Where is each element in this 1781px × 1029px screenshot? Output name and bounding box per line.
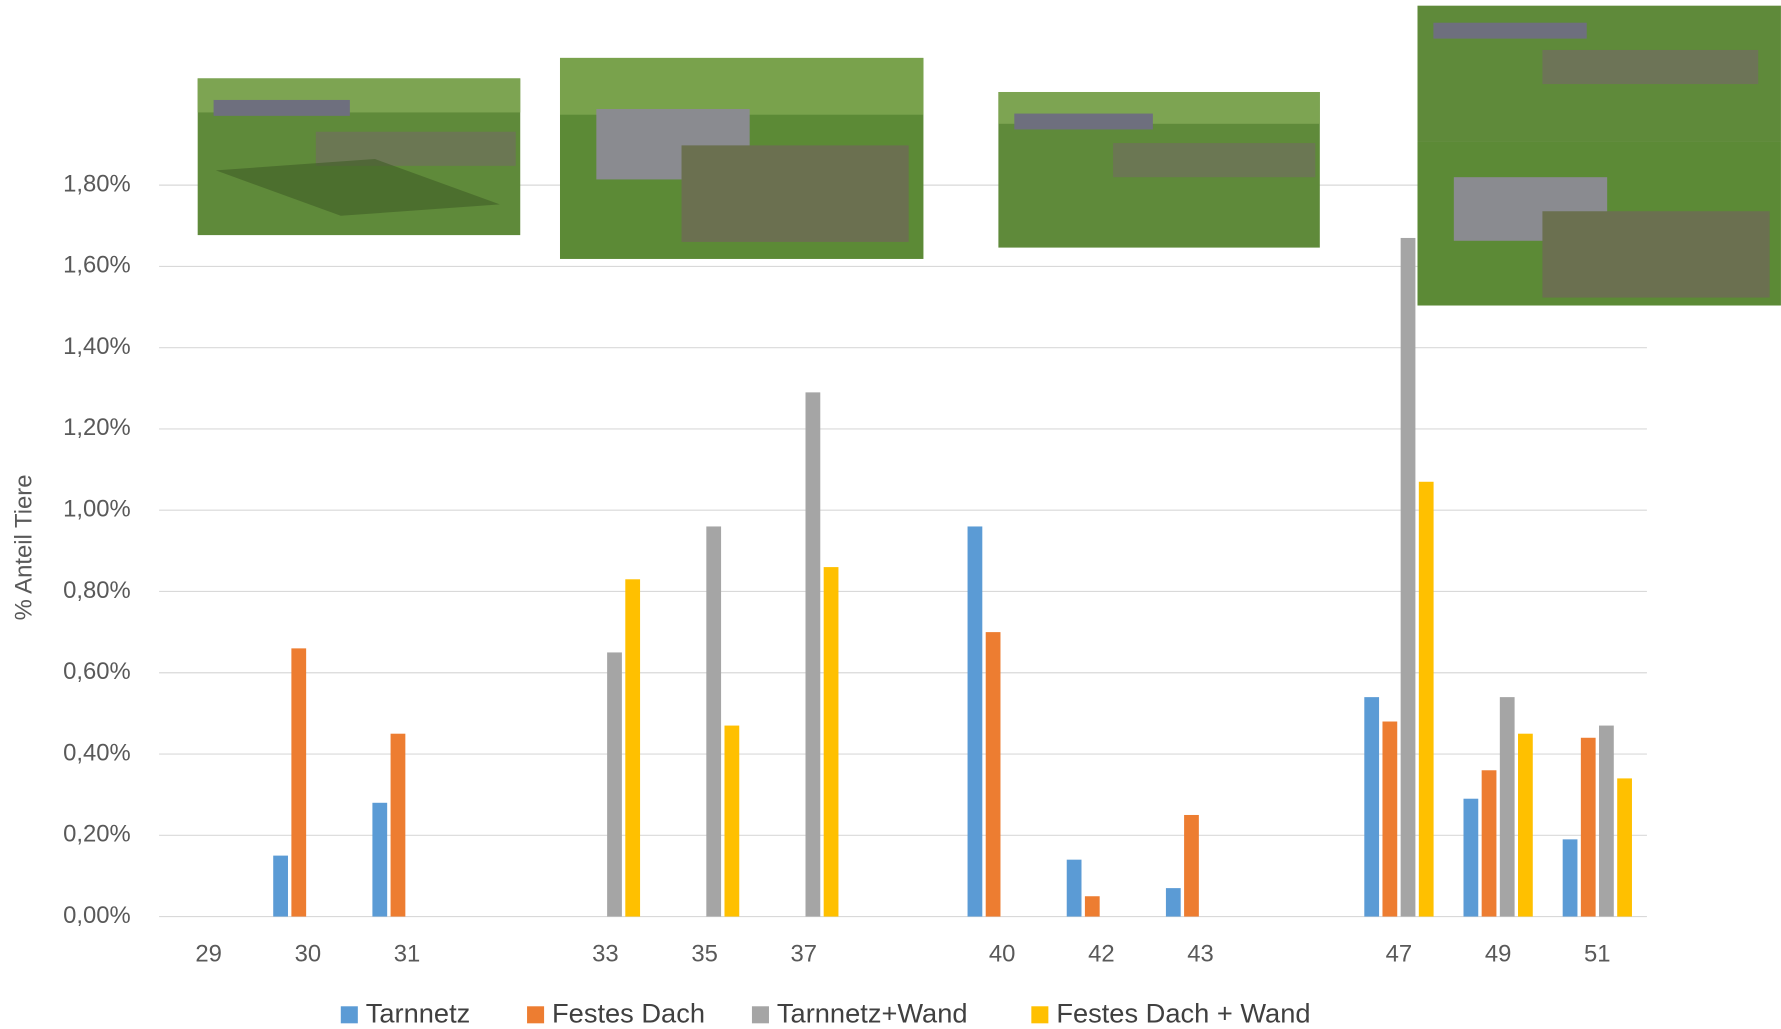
bar <box>1499 697 1515 917</box>
bar <box>985 632 1001 917</box>
legend-label: Tarnnetz <box>366 998 471 1029</box>
bar <box>1066 859 1082 917</box>
bar <box>1599 725 1614 917</box>
x-tick-label: 33 <box>592 940 619 967</box>
bar <box>1463 798 1479 917</box>
x-tick-label: 51 <box>1584 940 1611 967</box>
x-tick-label: 47 <box>1386 940 1413 967</box>
photo <box>998 91 1320 248</box>
y-tick-label: 0,00% <box>63 902 131 929</box>
y-tick-label: 1,80% <box>63 170 131 197</box>
bar <box>1382 721 1398 917</box>
x-tick-label: 43 <box>1187 940 1214 967</box>
y-tick-label: 0,60% <box>63 658 131 685</box>
photos <box>197 5 1781 306</box>
bar <box>967 526 983 917</box>
bar <box>625 579 641 917</box>
bar <box>1518 733 1533 917</box>
photo <box>559 57 924 259</box>
y-tick-label: 1,60% <box>63 252 131 279</box>
bar <box>390 733 406 917</box>
photo <box>197 78 521 236</box>
y-tick-label: 1,20% <box>63 414 131 441</box>
x-tick-label: 29 <box>195 940 222 967</box>
y-tick-label: 1,40% <box>63 333 131 360</box>
bar <box>724 725 740 917</box>
legend-swatch <box>1031 1006 1049 1024</box>
y-tick-label: 0,20% <box>63 821 131 848</box>
x-tick-label: 35 <box>691 940 718 967</box>
x-tick-label: 30 <box>295 940 322 967</box>
legend-label: Tarnnetz+Wand <box>777 998 968 1029</box>
y-axis-label: % Anteil Tiere <box>10 475 37 621</box>
bar <box>291 648 307 917</box>
y-tick-label: 0,40% <box>63 739 131 766</box>
x-tick-label: 37 <box>791 940 818 967</box>
bar <box>372 802 388 917</box>
photo <box>1417 5 1781 306</box>
bar <box>1184 814 1199 917</box>
legend-label: Festes Dach <box>552 998 705 1029</box>
bar <box>607 652 622 917</box>
y-tick-label: 1,00% <box>63 496 131 523</box>
legend-swatch <box>751 1006 769 1024</box>
bar <box>1364 697 1380 917</box>
bar <box>1165 888 1181 917</box>
x-tick-label: 42 <box>1088 940 1115 967</box>
bar <box>1481 770 1497 917</box>
x-tick-label: 40 <box>989 940 1016 967</box>
legend-swatch <box>527 1006 545 1024</box>
bar <box>823 567 839 917</box>
bar <box>1418 481 1434 917</box>
bar <box>1562 839 1578 917</box>
legend-swatch <box>340 1006 358 1024</box>
bar <box>1617 778 1632 917</box>
legend: Tarnnetz Festes Dach Tarnnetz+Wand Festes D… <box>340 998 1311 1029</box>
bar <box>1084 896 1100 917</box>
bar <box>1580 737 1596 917</box>
y-tick-label: 0,80% <box>63 577 131 604</box>
bar <box>805 392 821 917</box>
bar <box>1400 237 1416 917</box>
bar <box>273 855 288 917</box>
x-tick-label: 49 <box>1485 940 1512 967</box>
bar <box>706 526 722 917</box>
x-tick-label: 31 <box>394 940 421 967</box>
legend-label: Festes Dach + Wand <box>1056 998 1310 1029</box>
